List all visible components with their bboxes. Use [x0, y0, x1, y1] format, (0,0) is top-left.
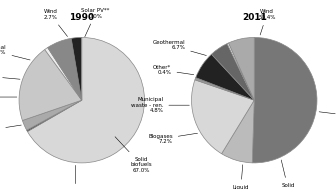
- Text: Liquid
biofuels**
0.0%: Liquid biofuels** 0.0%: [62, 165, 89, 189]
- Wedge shape: [71, 37, 82, 100]
- Wedge shape: [48, 38, 82, 100]
- Wedge shape: [28, 37, 144, 163]
- Text: Other*
0.9%: Other* 0.9%: [0, 71, 20, 82]
- Text: Other*
0.4%: Other* 0.4%: [153, 65, 194, 75]
- Wedge shape: [45, 48, 82, 100]
- Text: Solid
biofuels
67.0%: Solid biofuels 67.0%: [115, 137, 152, 173]
- Text: Solar PV**
0.0%: Solar PV** 0.0%: [81, 8, 110, 37]
- Text: Municipal
waste - ren.
4.8%: Municipal waste - ren. 4.8%: [131, 97, 190, 113]
- Wedge shape: [196, 54, 254, 100]
- Title: 1990: 1990: [69, 13, 94, 22]
- Text: Blogases
7.2%: Blogases 7.2%: [148, 133, 198, 144]
- Text: Liquid
biofuels
0.6%: Liquid biofuels 0.6%: [229, 165, 251, 189]
- Text: Wind
50.4%: Wind 50.4%: [258, 9, 276, 35]
- Wedge shape: [19, 50, 82, 120]
- Text: Geothermal
6.7%: Geothermal 6.7%: [153, 40, 206, 56]
- Wedge shape: [252, 37, 317, 163]
- Text: Solar PV
8.2%: Solar PV 8.2%: [319, 110, 336, 121]
- Text: Wind
2.7%: Wind 2.7%: [43, 9, 68, 36]
- Wedge shape: [23, 100, 82, 130]
- Text: Blogases
2.6%: Blogases 2.6%: [0, 125, 21, 136]
- Text: Solid
biofuels
21.5%: Solid biofuels 21.5%: [278, 160, 300, 189]
- Wedge shape: [227, 43, 254, 100]
- Text: Municipal
waste - ren.
6.5%: Municipal waste - ren. 6.5%: [0, 89, 17, 105]
- Wedge shape: [81, 37, 82, 100]
- Wedge shape: [195, 78, 254, 100]
- Title: 2011: 2011: [242, 13, 267, 22]
- Wedge shape: [221, 100, 254, 163]
- Text: Geothermal
20.3%: Geothermal 20.3%: [0, 45, 30, 60]
- Wedge shape: [27, 100, 82, 132]
- Wedge shape: [192, 80, 254, 154]
- Wedge shape: [228, 37, 254, 100]
- Wedge shape: [212, 44, 254, 100]
